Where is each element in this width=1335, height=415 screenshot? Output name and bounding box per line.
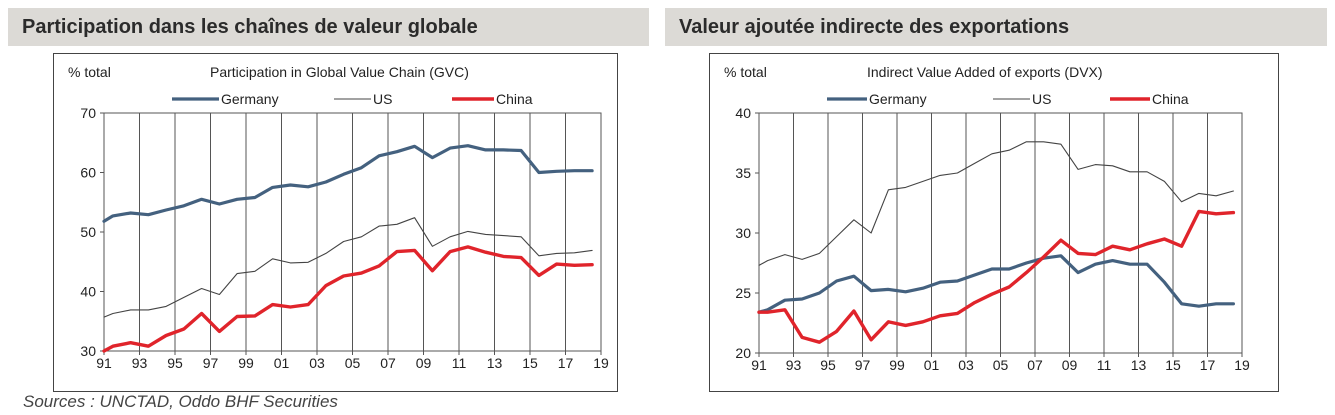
legend-label-us: US [373,91,392,107]
x-tick-label: 01 [274,355,290,371]
y-tick-label: 60 [80,165,96,181]
x-tick-label: 03 [958,357,974,373]
y-axis-label: % total [68,64,111,80]
y-tick-label: 40 [735,105,751,121]
left-section-title: Participation dans les chaînes de valeur… [8,8,649,46]
chart-title: Participation in Global Value Chain (GVC… [210,64,469,80]
x-tick-label: 05 [993,357,1009,373]
y-tick-label: 30 [735,225,751,241]
series-line-us [758,141,1234,266]
y-tick-label: 20 [735,345,751,361]
x-tick-label: 09 [416,355,432,371]
x-tick-label: 15 [1165,357,1181,373]
legend-label-germany: Germany [221,91,279,107]
dvx-chart: 91 93 95 97 99 01 03 05 07 09 11 13 15 17 19 20 25 30 35 40… [724,64,1250,373]
y-axis-label: % total [724,64,767,80]
x-tick-label: 07 [1027,357,1043,373]
x-tick-label: 95 [167,355,183,371]
x-tick-label: 95 [820,357,836,373]
gvc-chart-panel: 91 93 95 97 99 01 03 05 07 09 11 13 15 17 19 30 40 50 60 70… [53,53,618,392]
legend-label-china: China [496,91,533,107]
legend-label-us: US [1032,91,1051,107]
y-tick-label: 25 [735,285,751,301]
x-tick-label: 11 [1097,357,1112,373]
y-tick-label: 30 [80,343,96,359]
x-tick-label: 11 [452,355,467,371]
x-tick-label: 13 [1131,357,1147,373]
y-tick-label: 50 [80,224,96,240]
legend-label-china: China [1152,91,1189,107]
x-tick-label: 99 [238,355,254,371]
chart-title: Indirect Value Added of exports (DVX) [867,64,1103,80]
x-tick-label: 97 [203,355,219,371]
x-tick-label: 93 [786,357,802,373]
x-tick-label: 97 [855,357,871,373]
y-tick-label: 40 [80,284,96,300]
legend-label-germany: Germany [869,91,927,107]
dvx-chart-panel: 91 93 95 97 99 01 03 05 07 09 11 13 15 17 19 20 25 30 35 40… [709,53,1279,392]
x-tick-label: 99 [889,357,905,373]
x-tick-label: 01 [924,357,940,373]
y-tick-label: 70 [80,105,96,121]
x-tick-label: 07 [380,355,396,371]
x-tick-label: 19 [1234,357,1250,373]
x-tick-label: 17 [558,355,574,371]
x-tick-label: 93 [132,355,148,371]
x-tick-label: 91 [96,355,112,371]
series-line-germany [102,144,594,223]
series-line-china [102,245,594,353]
x-tick-label: 13 [487,355,503,371]
x-tick-label: 91 [751,357,767,373]
series-line-us [103,217,593,318]
x-tick-label: 15 [522,355,538,371]
x-tick-label: 19 [593,355,609,371]
right-section-title: Valeur ajoutée indirecte des exportation… [665,8,1327,46]
sources-note: Sources : UNCTAD, Oddo BHF Securities [23,392,338,411]
gvc-chart: 91 93 95 97 99 01 03 05 07 09 11 13 15 17 19 30 40 50 60 70… [68,64,609,371]
x-tick-label: 03 [309,355,325,371]
x-tick-label: 09 [1062,357,1078,373]
series-line-china [757,209,1236,344]
x-tick-label: 17 [1200,357,1216,373]
series-line-germany [757,254,1236,314]
y-tick-label: 35 [735,165,751,181]
x-tick-label: 05 [345,355,361,371]
